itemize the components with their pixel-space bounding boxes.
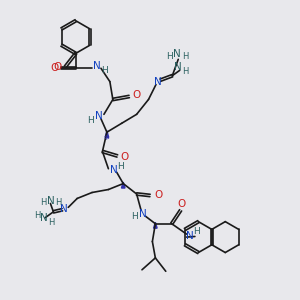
Text: N: N [154, 76, 162, 87]
Text: O: O [132, 90, 140, 100]
Text: H: H [101, 65, 108, 74]
Text: H: H [194, 227, 200, 236]
Text: H: H [182, 67, 189, 76]
Text: H: H [34, 211, 40, 220]
Text: O: O [177, 199, 185, 209]
Polygon shape [122, 182, 125, 188]
Text: N: N [139, 209, 146, 219]
Text: N: N [60, 204, 68, 214]
Text: N: N [173, 49, 181, 59]
Text: N: N [174, 62, 182, 72]
Text: *: * [103, 136, 109, 146]
Text: O: O [50, 63, 58, 73]
Text: N: N [186, 232, 194, 242]
Text: H: H [48, 218, 55, 227]
Text: O: O [120, 152, 128, 162]
Text: N: N [46, 196, 54, 206]
Text: O: O [53, 62, 61, 72]
Text: H: H [40, 198, 46, 207]
Text: N: N [110, 165, 118, 175]
Text: O: O [154, 190, 162, 200]
Text: H: H [182, 52, 189, 61]
Polygon shape [154, 222, 157, 228]
Text: N: N [93, 61, 101, 71]
Text: H: H [118, 162, 124, 171]
Text: H: H [88, 116, 94, 125]
Text: N: N [40, 213, 48, 224]
Text: H: H [131, 212, 138, 221]
Polygon shape [105, 131, 109, 137]
Text: N: N [95, 111, 103, 122]
Text: H: H [56, 198, 62, 207]
Text: H: H [166, 52, 173, 61]
